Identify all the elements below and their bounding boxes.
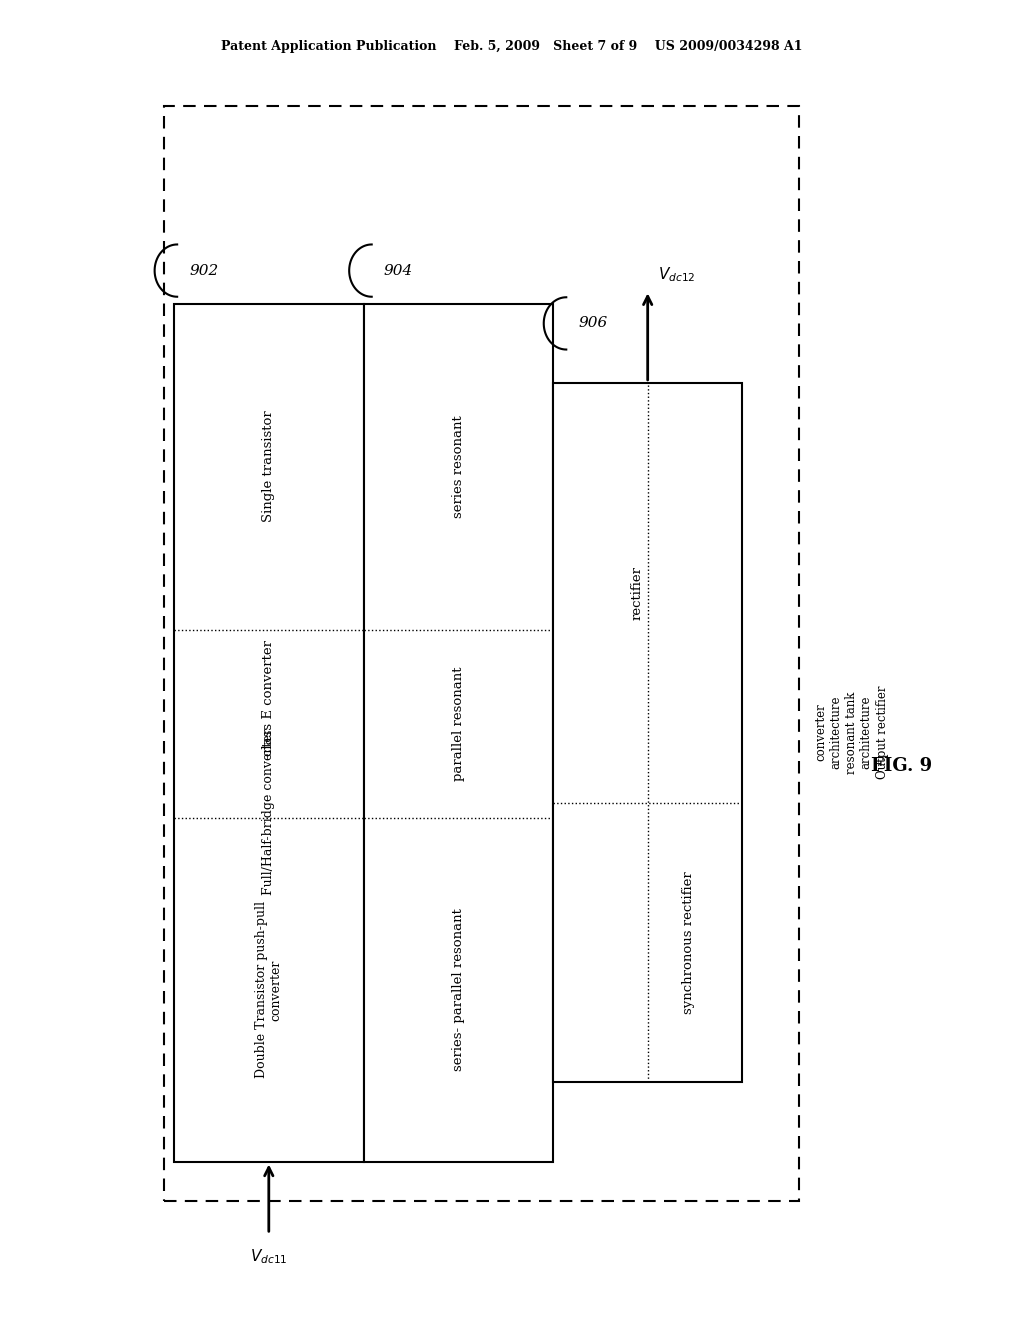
Text: $V_{dc11}$: $V_{dc11}$ [250,1247,288,1266]
Text: parallel resonant: parallel resonant [452,667,465,781]
Text: Patent Application Publication    Feb. 5, 2009   Sheet 7 of 9    US 2009/0034298: Patent Application Publication Feb. 5, 2… [221,40,803,53]
Text: series- parallel resonant: series- parallel resonant [452,908,465,1072]
Text: converter
architecture: converter architecture [814,696,842,770]
Bar [553,383,742,1082]
Text: 904: 904 [384,264,414,277]
Bar [174,304,364,1162]
Text: 906: 906 [579,317,608,330]
Text: resonant tank
architecture: resonant tank architecture [845,692,872,774]
Text: 902: 902 [189,264,219,277]
Bar [164,106,799,1201]
Text: synchronous rectifier: synchronous rectifier [682,871,695,1014]
Text: $V_{dc12}$: $V_{dc12}$ [658,265,695,284]
Text: Full/Half-bridge converter: Full/Half-bridge converter [262,729,275,895]
Bar [364,304,553,1162]
Text: series resonant: series resonant [452,416,465,517]
Text: rectifier: rectifier [631,566,644,619]
Text: Single transistor: Single transistor [262,411,275,523]
Text: Double Transistor push-pull
converter: Double Transistor push-pull converter [255,902,283,1078]
Text: Output rectifier: Output rectifier [876,686,889,779]
Text: FIG. 9: FIG. 9 [870,756,932,775]
Text: class E converter: class E converter [262,640,275,755]
